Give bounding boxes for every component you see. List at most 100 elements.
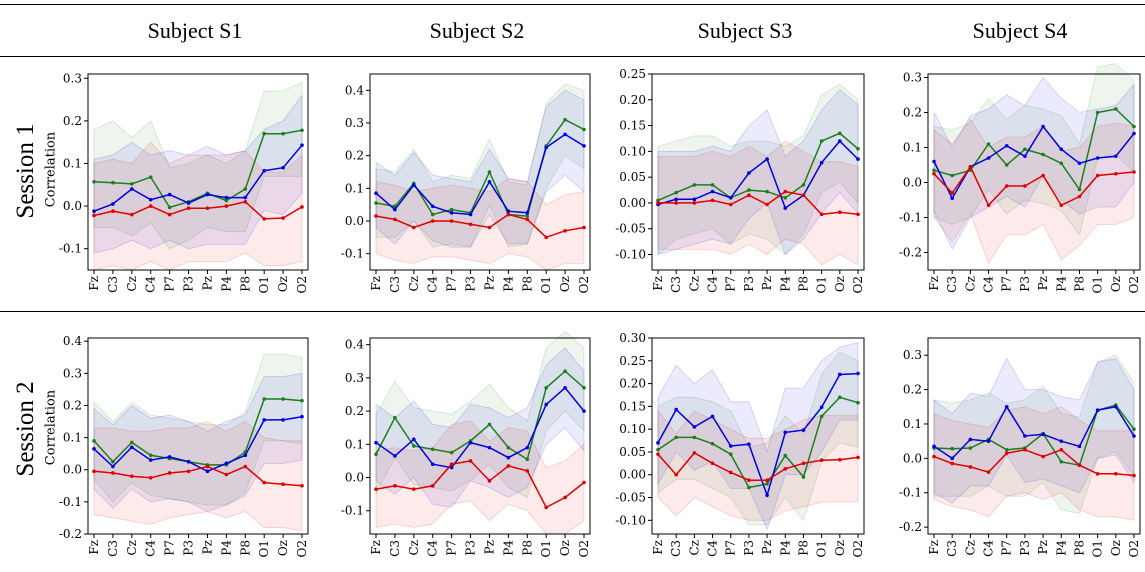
x-tick-label-pz: Pz bbox=[760, 276, 774, 290]
x-tick-label-p4: P4 bbox=[501, 540, 515, 556]
point-red-p7 bbox=[167, 212, 172, 217]
x-tick-label-oz: Oz bbox=[1109, 276, 1123, 292]
point-red-c3 bbox=[950, 191, 954, 195]
point-red-c3 bbox=[674, 472, 678, 477]
point-blue-c3 bbox=[111, 464, 115, 469]
point-red-p4 bbox=[783, 189, 788, 194]
x-tick-label-pz: Pz bbox=[200, 276, 214, 290]
point-red-o1 bbox=[1095, 472, 1100, 476]
x-tick-label-p4: P4 bbox=[501, 276, 515, 292]
y-tick-label: 0.0 bbox=[63, 463, 82, 477]
band-red bbox=[375, 420, 585, 535]
column-title-s2: Subject S2 bbox=[429, 18, 525, 43]
point-green-o1 bbox=[544, 386, 548, 390]
point-red-p3 bbox=[747, 478, 751, 483]
x-tick-label-o2: O2 bbox=[851, 540, 865, 557]
point-blue-p4 bbox=[1059, 439, 1064, 443]
point-red-p4 bbox=[783, 467, 788, 471]
point-blue-p7 bbox=[1004, 143, 1009, 148]
chart-panel-s1-session2: -0.2 -0.1 0.0 0.1 0.2 0.3 0.4 Fz C3 Cz C4 P7 P3 Pz P4 P… bbox=[59, 334, 309, 557]
y-tick-label: 0.1 bbox=[63, 156, 82, 170]
y-tick-label: 0.0 bbox=[903, 176, 922, 190]
x-tick-label-cz: Cz bbox=[963, 540, 977, 556]
point-green-p3 bbox=[747, 188, 751, 192]
point-blue-o2 bbox=[300, 414, 304, 419]
point-blue-p3 bbox=[1023, 154, 1027, 159]
y-tick-label: 0.3 bbox=[345, 371, 364, 385]
point-green-o1 bbox=[262, 397, 266, 401]
header-rule bbox=[0, 56, 1145, 57]
x-tick-label-c4: C4 bbox=[144, 540, 158, 557]
series-line-blue bbox=[375, 386, 585, 469]
band-red bbox=[933, 406, 1135, 521]
point-red-oz bbox=[563, 495, 567, 500]
band-green bbox=[93, 81, 303, 250]
point-green-o2 bbox=[582, 386, 586, 390]
point-blue-pz bbox=[205, 192, 210, 197]
point-green-o2 bbox=[856, 146, 860, 151]
point-red-c4 bbox=[148, 475, 153, 480]
y-tick-label: 0.2 bbox=[903, 383, 922, 397]
point-blue-c4 bbox=[986, 156, 991, 160]
point-red-c3 bbox=[111, 209, 115, 213]
band-blue bbox=[375, 347, 585, 508]
top-rule bbox=[0, 4, 1145, 5]
y-axis-label-session2: Correlation bbox=[43, 389, 59, 466]
point-blue-o1 bbox=[262, 168, 266, 173]
point-green-c3 bbox=[950, 173, 954, 178]
y-tick-label: -0.1 bbox=[341, 247, 364, 261]
chart-panel-s4-session1: -0.2 -0.1 0.0 0.1 0.2 0.3 Fz C3 Cz C4 P7 P3 Pz P4 P8 O1… bbox=[899, 63, 1141, 293]
x-tick-label-fz: Fz bbox=[927, 540, 941, 555]
point-green-pz bbox=[487, 422, 492, 427]
point-green-cz bbox=[692, 183, 697, 187]
point-blue-c4 bbox=[710, 414, 715, 419]
point-blue-c3 bbox=[393, 207, 397, 212]
point-red-p4 bbox=[1059, 203, 1064, 208]
point-green-fz bbox=[92, 439, 96, 443]
point-red-p3 bbox=[186, 206, 191, 211]
point-blue-p8 bbox=[801, 428, 806, 432]
y-tick-label: -0.1 bbox=[899, 211, 922, 225]
point-blue-c3 bbox=[950, 456, 954, 461]
point-blue-p7 bbox=[449, 465, 454, 470]
point-green-c4 bbox=[430, 212, 435, 217]
x-tick-label-p7: P7 bbox=[1000, 276, 1014, 292]
x-tick-label-p8: P8 bbox=[1072, 276, 1086, 292]
point-red-cz bbox=[130, 474, 134, 478]
point-green-c3 bbox=[111, 459, 115, 464]
x-tick-label-p7: P7 bbox=[724, 540, 738, 556]
x-tick-label-o2: O2 bbox=[577, 540, 591, 557]
point-blue-fz bbox=[932, 159, 936, 164]
point-blue-fz bbox=[92, 447, 96, 451]
plot-frame bbox=[87, 337, 309, 535]
point-red-o1 bbox=[262, 217, 266, 221]
series-line-blue bbox=[657, 372, 859, 498]
x-tick-label-c4: C4 bbox=[706, 276, 720, 293]
chart-panel-s2-session1: -0.1 0.0 0.1 0.2 0.3 0.4 Fz C3 Cz C4 P7 P3 Pz P4 P8 O1 O… bbox=[341, 73, 591, 293]
point-green-pz bbox=[487, 170, 492, 174]
point-green-p8 bbox=[525, 457, 530, 462]
x-tick-label-oz: Oz bbox=[558, 540, 572, 556]
point-blue-c3 bbox=[111, 202, 115, 206]
y-tick-label: 0.20 bbox=[619, 377, 646, 391]
point-red-p8 bbox=[1077, 194, 1082, 199]
point-red-p4 bbox=[506, 464, 511, 468]
band-red bbox=[657, 409, 859, 521]
point-red-c3 bbox=[393, 217, 397, 222]
point-red-o1 bbox=[819, 212, 824, 217]
x-tick-label-oz: Oz bbox=[558, 276, 572, 292]
point-green-p8 bbox=[525, 214, 530, 218]
point-blue-c4 bbox=[986, 439, 991, 443]
x-tick-label-pz: Pz bbox=[760, 540, 774, 554]
point-red-c4 bbox=[986, 470, 991, 474]
point-blue-o2 bbox=[300, 143, 304, 147]
point-blue-oz bbox=[281, 165, 285, 170]
x-tick-label-oz: Oz bbox=[833, 276, 847, 292]
x-tick-label-fz: Fz bbox=[369, 540, 383, 555]
x-tick-label-p3: P3 bbox=[182, 276, 196, 292]
point-green-oz bbox=[838, 131, 842, 136]
point-blue-p4 bbox=[506, 209, 511, 213]
point-blue-p4 bbox=[1059, 147, 1064, 152]
point-red-c4 bbox=[430, 484, 435, 488]
point-green-p7 bbox=[449, 207, 454, 212]
